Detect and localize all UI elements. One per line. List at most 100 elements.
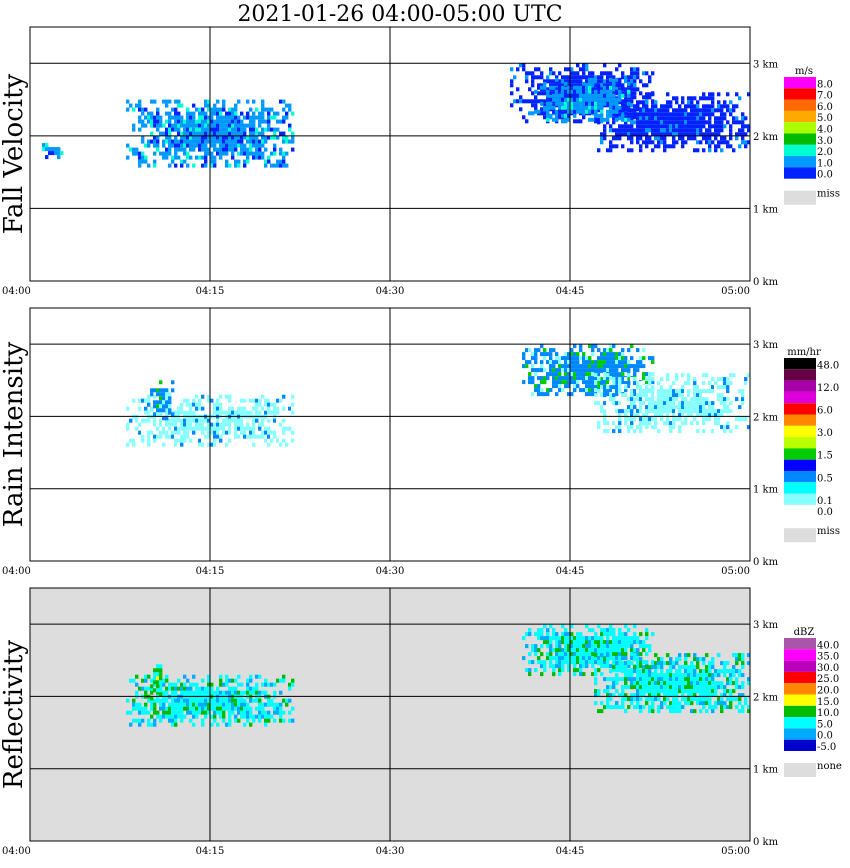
echo-cell: [213, 718, 217, 723]
echo-cell: [168, 400, 172, 405]
echo-cell: [567, 89, 571, 94]
echo-cell: [201, 442, 205, 447]
echo-cell: [162, 430, 166, 435]
echo-cell: [537, 656, 541, 661]
echo-cell: [561, 640, 565, 645]
plot-frame: [29, 26, 751, 282]
echo-cell: [276, 159, 280, 164]
echo-cell: [567, 85, 571, 90]
echo-cell: [252, 426, 256, 431]
echo-cell: [258, 690, 262, 695]
echo-cell: [597, 377, 601, 382]
echo-cell: [618, 660, 622, 665]
echo-cell: [240, 698, 244, 703]
echo-cell: [264, 139, 268, 144]
echo-cell: [549, 356, 553, 361]
echo-cell: [588, 376, 592, 381]
echo-cell: [744, 397, 748, 402]
echo-cell: [546, 352, 550, 357]
echo-cell: [642, 385, 646, 390]
echo-cell: [612, 352, 616, 357]
echo-cell: [168, 418, 172, 423]
echo-cell: [579, 348, 583, 353]
echo-cell: [627, 384, 631, 389]
echo-cell: [606, 689, 610, 694]
echo-cell: [717, 701, 721, 706]
echo-cell: [180, 710, 184, 715]
echo-cell: [600, 113, 604, 118]
echo-cell: [168, 430, 172, 435]
echo-cell: [744, 425, 748, 430]
echo-cell: [624, 117, 628, 122]
echo-cell: [585, 79, 589, 84]
echo-cell: [729, 373, 733, 378]
echo-cell: [183, 143, 187, 148]
echo-cell: [135, 147, 139, 152]
colorbar-swatch: [784, 77, 816, 89]
echo-cell: [681, 140, 685, 145]
echo-cell: [546, 109, 550, 114]
echo-cell: [147, 111, 151, 116]
echo-cell: [153, 404, 157, 409]
echo-cell: [150, 123, 154, 128]
echo-cell: [165, 710, 169, 715]
echo-cell: [576, 668, 580, 673]
echo-cell: [687, 405, 691, 410]
echo-cell: [162, 408, 166, 413]
echo-cell: [582, 71, 586, 76]
echo-cell: [600, 393, 604, 398]
echo-cell: [153, 672, 157, 677]
echo-cell: [618, 409, 622, 414]
echo-cell: [243, 143, 247, 148]
echo-cell: [714, 705, 718, 710]
echo-cell: [636, 71, 640, 76]
echo-cell: [249, 119, 253, 124]
echo-cell: [186, 123, 190, 128]
echo-cell: [690, 124, 694, 129]
echo-cell: [627, 677, 631, 682]
echo-cell: [591, 101, 595, 106]
echo-cell: [582, 648, 586, 653]
echo-cell: [651, 92, 655, 97]
echo-cell: [621, 644, 625, 649]
echo-cell: [636, 368, 640, 373]
echo-cell: [627, 685, 631, 690]
echo-cell: [636, 100, 640, 105]
echo-cell: [696, 124, 700, 129]
echo-cell: [660, 132, 664, 137]
echo-cell: [165, 686, 169, 691]
echo-cell: [276, 430, 280, 435]
echo-cell: [621, 701, 625, 706]
echo-cell: [711, 685, 715, 690]
echo-cell: [618, 352, 622, 357]
echo-cell: [591, 664, 595, 669]
echo-cell: [261, 99, 265, 104]
echo-cell: [669, 689, 673, 694]
echo-cell: [153, 394, 157, 399]
echo-cell: [681, 405, 685, 410]
echo-cell: [657, 661, 661, 666]
echo-cell: [654, 693, 658, 698]
echo-cell: [711, 96, 715, 101]
x-tick-label: 04:30: [376, 566, 405, 577]
echo-cell: [282, 418, 286, 423]
echo-cell: [588, 77, 592, 82]
echo-cell: [552, 672, 556, 677]
echo-cell: [633, 417, 637, 422]
echo-cell: [708, 104, 712, 109]
echo-cell: [195, 434, 199, 439]
echo-cell: [225, 426, 229, 431]
echo-cell: [633, 95, 637, 100]
echo-cell: [249, 127, 253, 132]
echo-cell: [624, 92, 628, 97]
echo-cell: [687, 685, 691, 690]
echo-cell: [600, 648, 604, 653]
echo-cell: [627, 132, 631, 137]
echo-cell: [624, 385, 628, 390]
echo-cell: [255, 115, 259, 120]
echo-cell: [249, 107, 253, 112]
echo-cell: [687, 381, 691, 386]
echo-cell: [552, 109, 556, 114]
echo-cell: [264, 402, 268, 407]
echo-cell: [153, 438, 157, 443]
